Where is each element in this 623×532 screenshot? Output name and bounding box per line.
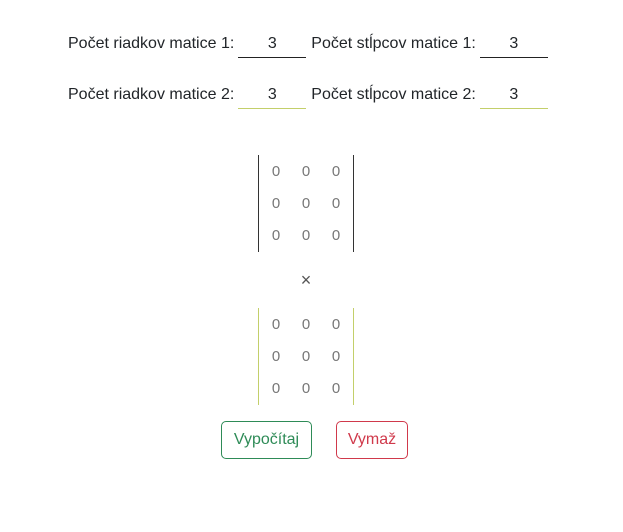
matrix2-cell[interactable] [291,340,321,373]
matrix1-cell[interactable] [321,187,351,220]
matrix1-cell[interactable] [291,155,321,188]
matrix1-rows-input[interactable] [238,30,307,58]
matrix1-rows-label: Počet riadkov matice 1: [68,35,235,52]
multiply-operator: × [300,270,312,290]
matrix2-cell[interactable] [321,308,351,341]
matrix1-cell[interactable] [291,219,321,252]
matrix2-cell[interactable] [291,308,321,341]
matrix1-cell[interactable] [291,187,321,220]
matrix1-cell[interactable] [321,219,351,252]
matrix2-cols-input[interactable] [479,81,548,109]
matrix2-cell[interactable] [291,372,321,405]
matrix-1 [258,155,354,252]
matrix2-cell[interactable] [261,340,291,373]
matrix2-cell[interactable] [261,308,291,341]
matrix2-dimensions-row: Počet riadkov matice 2: Počet stĺpcov ma… [68,81,548,109]
matrix2-cell[interactable] [321,340,351,373]
matrix2-rows-input[interactable] [238,81,307,109]
matrix1-cell[interactable] [321,155,351,188]
matrix1-cell[interactable] [261,219,291,252]
matrix1-cols-input[interactable] [479,30,548,58]
matrix-2 [258,308,354,405]
matrix2-cell[interactable] [321,372,351,405]
matrix1-cols-label: Počet stĺpcov matice 1: [311,35,476,52]
clear-button[interactable]: Vymaž [336,421,408,459]
matrix2-rows-label: Počet riadkov matice 2: [68,86,235,103]
calculate-button[interactable]: Vypočítaj [221,421,312,459]
matrix1-dimensions-row: Počet riadkov matice 1: Počet stĺpcov ma… [68,30,548,58]
matrix1-cell[interactable] [261,155,291,188]
matrix2-cols-label: Počet stĺpcov matice 2: [311,86,476,103]
matrix2-cell[interactable] [261,372,291,405]
matrix1-cell[interactable] [261,187,291,220]
